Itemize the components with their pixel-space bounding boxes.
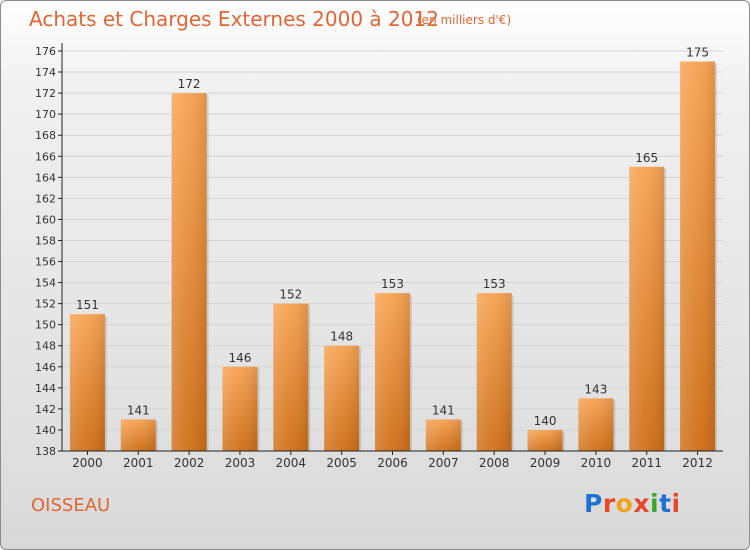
- bar-value-label: 141: [432, 403, 455, 417]
- bar-value-label: 165: [635, 151, 658, 165]
- chart-title: Achats et Charges Externes 2000 à 2012: [29, 7, 439, 31]
- bar-highlight: [69, 314, 105, 451]
- bar-value-label: 148: [330, 330, 353, 344]
- bar-highlight: [680, 61, 716, 452]
- y-tick-label: 172: [35, 87, 56, 100]
- y-tick-label: 160: [35, 213, 56, 226]
- x-tick-label: 2004: [276, 456, 307, 470]
- chart-subtitle: (en milliers d'€): [417, 13, 512, 27]
- commune-name: OISSEAU: [31, 495, 111, 516]
- y-tick-label: 164: [35, 171, 56, 184]
- x-tick-label: 2001: [123, 456, 154, 470]
- x-tick-label: 2009: [530, 456, 561, 470]
- y-tick-label: 146: [35, 361, 56, 374]
- logo-letter: t: [659, 489, 672, 518]
- y-tick-label: 150: [35, 319, 56, 332]
- proxiti-logo[interactable]: Proxiti: [584, 489, 681, 518]
- y-tick-label: 176: [35, 45, 56, 58]
- y-tick-label: 140: [35, 424, 56, 437]
- y-tick-label: 162: [35, 192, 56, 205]
- bar-highlight: [171, 93, 207, 452]
- x-tick-label: 2003: [225, 456, 256, 470]
- x-tick-label: 2007: [428, 456, 459, 470]
- x-tick-label: 2005: [326, 456, 357, 470]
- axes: [58, 43, 723, 455]
- x-tick-label: 2008: [479, 456, 510, 470]
- logo-letter: i: [671, 489, 681, 518]
- bar-highlight: [324, 345, 360, 451]
- bars: [69, 61, 718, 452]
- y-tick-label: 156: [35, 256, 56, 269]
- x-tick-label: 2000: [72, 456, 103, 470]
- bar-value-label: 143: [584, 382, 607, 396]
- bar-value-label: 140: [534, 414, 557, 428]
- bar-highlight: [375, 293, 410, 451]
- bar-highlight: [629, 166, 665, 451]
- y-tick-label: 166: [35, 150, 56, 163]
- y-tick-label: 152: [35, 298, 56, 311]
- logo-letter: r: [602, 489, 616, 518]
- bar-value-label: 152: [279, 288, 302, 302]
- y-tick-label: 148: [35, 340, 56, 353]
- bar-value-label: 172: [178, 77, 201, 91]
- logo-letter: o: [615, 489, 634, 518]
- bar-highlight: [527, 429, 563, 451]
- bar-value-label: 153: [483, 277, 506, 291]
- bar-highlight: [120, 419, 156, 451]
- y-tick-label: 174: [35, 66, 56, 79]
- bar-highlight: [476, 293, 512, 451]
- bar-highlight: [273, 303, 309, 451]
- labels: 138 140 142 144 146 148 150 152 154 156 158 160 162 1…: [35, 45, 713, 470]
- x-tick-label: 2010: [581, 456, 612, 470]
- x-tick-label: 2012: [682, 456, 713, 470]
- bar-highlight: [222, 366, 258, 451]
- y-tick-label: 158: [35, 234, 56, 247]
- bar-highlight: [578, 398, 614, 451]
- logo-letter: i: [650, 489, 660, 518]
- bar-highlight: [425, 419, 461, 451]
- bar-value-label: 153: [381, 277, 404, 291]
- y-tick-label: 168: [35, 129, 56, 142]
- bar-value-label: 141: [127, 403, 150, 417]
- logo-letter: x: [633, 489, 650, 518]
- y-tick-label: 170: [35, 108, 56, 121]
- x-tick-label: 2002: [174, 456, 205, 470]
- bar-value-label: 151: [76, 298, 99, 312]
- x-tick-label: 2006: [377, 456, 408, 470]
- bar-value-label: 146: [229, 351, 252, 365]
- logo-letter: P: [584, 489, 603, 518]
- y-tick-label: 142: [35, 403, 56, 416]
- bar-value-label: 175: [686, 46, 709, 60]
- x-tick-label: 2011: [631, 456, 662, 470]
- y-tick-label: 138: [35, 445, 56, 458]
- y-tick-label: 154: [35, 277, 56, 290]
- y-tick-label: 144: [35, 382, 56, 395]
